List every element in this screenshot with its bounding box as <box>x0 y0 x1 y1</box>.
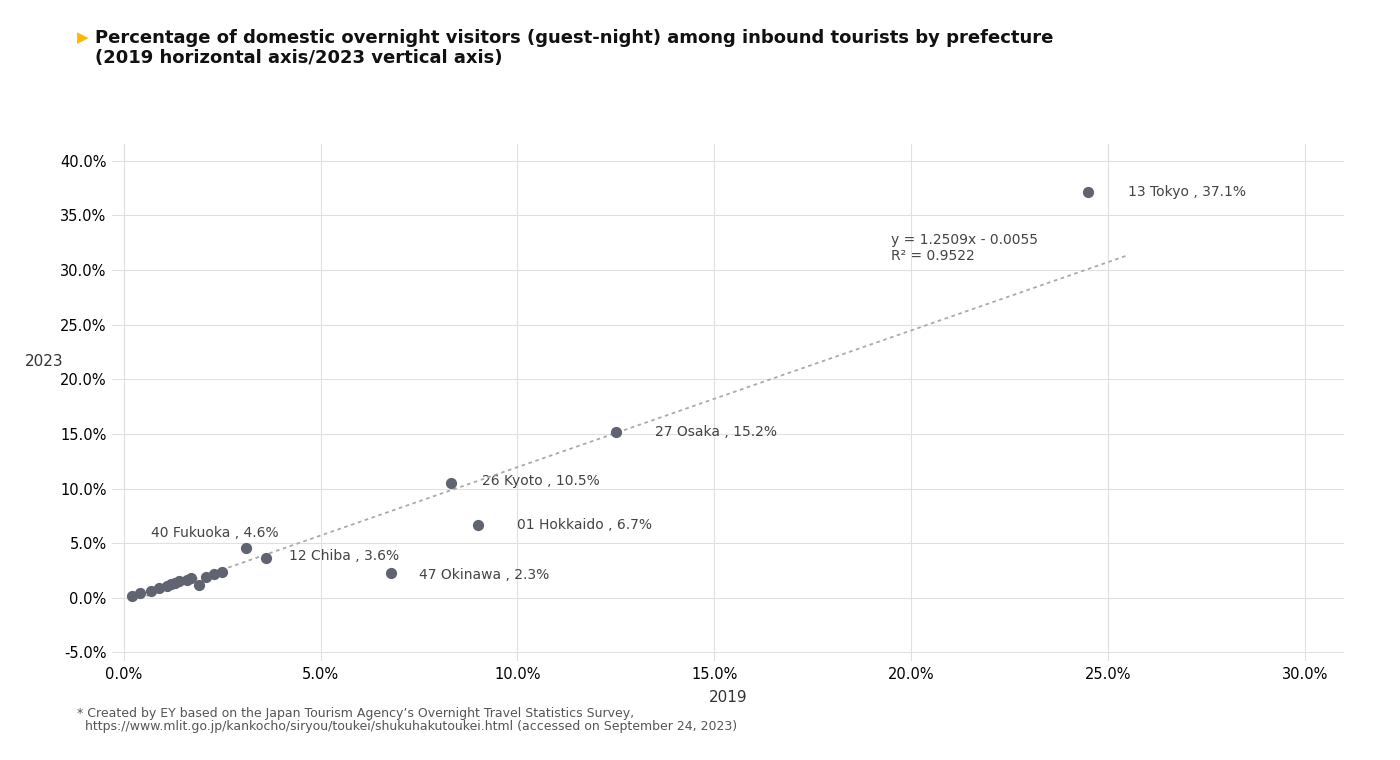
Text: 26 Kyoto , 10.5%: 26 Kyoto , 10.5% <box>482 474 599 488</box>
X-axis label: 2019: 2019 <box>708 690 748 705</box>
Text: ▶: ▶ <box>77 30 88 46</box>
Text: 01 Hokkaido , 6.7%: 01 Hokkaido , 6.7% <box>518 518 652 532</box>
Point <box>235 541 258 553</box>
Point <box>255 553 277 565</box>
Point <box>605 426 627 438</box>
Text: 40 Fukuoka , 4.6%: 40 Fukuoka , 4.6% <box>151 527 279 540</box>
Point <box>203 568 225 580</box>
Point <box>195 571 217 583</box>
Point <box>211 565 234 578</box>
Text: (2019 horizontal axis/2023 vertical axis): (2019 horizontal axis/2023 vertical axis… <box>95 49 503 68</box>
Text: 47 Okinawa , 2.3%: 47 Okinawa , 2.3% <box>419 568 549 582</box>
Point <box>1077 186 1099 198</box>
Text: 13 Tokyo , 37.1%: 13 Tokyo , 37.1% <box>1127 185 1246 199</box>
Point <box>381 567 403 579</box>
Point <box>140 585 162 597</box>
Text: 12 Chiba , 3.6%: 12 Chiba , 3.6% <box>290 549 399 563</box>
Text: 27 Osaka , 15.2%: 27 Osaka , 15.2% <box>655 425 777 439</box>
Point <box>120 590 143 602</box>
Point <box>466 518 489 530</box>
Text: y = 1.2509x - 0.0055
R² = 0.9522: y = 1.2509x - 0.0055 R² = 0.9522 <box>892 233 1039 263</box>
Point <box>188 578 210 591</box>
Point <box>175 575 197 587</box>
Point <box>179 572 202 584</box>
Text: https://www.mlit.go.jp/kankocho/siryou/toukei/shukuhakutoukei.html (accessed on : https://www.mlit.go.jp/kankocho/siryou/t… <box>77 720 738 733</box>
Point <box>164 576 186 588</box>
Point <box>440 477 462 489</box>
Point <box>155 580 178 592</box>
Text: * Created by EY based on the Japan Tourism Agency’s Overnight Travel Statistics : * Created by EY based on the Japan Touri… <box>77 707 634 720</box>
Point <box>160 578 182 590</box>
Text: Percentage of domestic overnight visitors (guest-night) among inbound tourists b: Percentage of domestic overnight visitor… <box>95 29 1054 47</box>
Point <box>148 582 171 594</box>
Point <box>129 587 151 600</box>
Point <box>168 575 190 587</box>
Y-axis label: 2023: 2023 <box>25 354 63 369</box>
